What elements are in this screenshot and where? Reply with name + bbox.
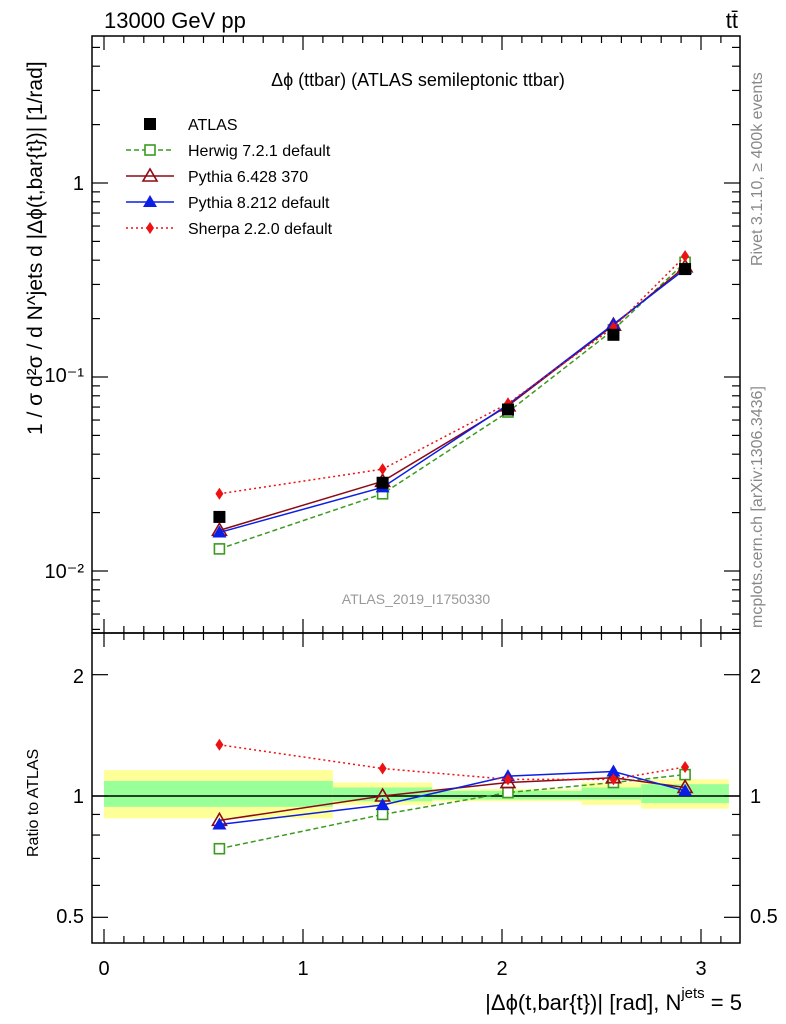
ratio-tick-label-1-right: 1 [750, 786, 761, 808]
y-axis-title: 1 / σ d²σ / d N^jets d |Δϕ(t,bar{t})| [1… [24, 61, 47, 435]
x-axis-title-main: |Δϕ(t,bar{t})| [rad], N [485, 990, 681, 1015]
legend-label-herwig-7-2-1-default: Herwig 7.2.1 default [188, 143, 331, 160]
data-point-sherpa-2-2-0-default [681, 250, 690, 263]
x-tick-label-1: 1 [297, 958, 308, 980]
mcplots-label: mcplots.cern.ch [arXiv:1306.3436] [749, 386, 766, 628]
data-point-atlas [376, 476, 389, 489]
ratio-band-inner-3 [581, 787, 642, 800]
ratio-point-herwig-7-2-1-default [502, 786, 514, 799]
data-point-sherpa-2-2-0-default [215, 487, 224, 500]
ratio-band-inner-0 [104, 780, 333, 807]
x-axis-title: |Δϕ(t,bar{t})| [rad], Njets = 5 [485, 985, 742, 1015]
y-tick-label-0.01: 10⁻² [45, 561, 85, 583]
main-axis-ticks [92, 36, 740, 633]
x-axis-title-suffix: = 5 [705, 990, 742, 1015]
ratio-point-sherpa-2-2-0-default [503, 773, 512, 786]
ratio-point-sherpa-2-2-0-default [378, 762, 387, 775]
data-point-sherpa-2-2-0-default [378, 463, 387, 476]
main-panel: 1 10⁻¹ 10⁻² Δϕ (ttbar) (ATLAS semilepton… [45, 35, 741, 634]
analysis-id: ATLAS_2019_I1750330 [342, 591, 491, 607]
ratio-point-sherpa-2-2-0-default [609, 773, 618, 786]
ratio-tick-label-2-right: 2 [750, 666, 761, 688]
legend: ATLAS Herwig 7.2.1 default Pythia 6.428 37… [126, 117, 333, 238]
legend-marker-pythia-6-428-370 [141, 167, 159, 182]
process-label: tt̄ [726, 8, 738, 33]
series-line-pythia-8-212-default [219, 268, 686, 534]
ratio-tick-label-0.5-left: 0.5 [56, 906, 84, 928]
data-point-pythia-8-212-default [212, 525, 227, 538]
series-line-pythia-6-428-370 [219, 266, 686, 532]
legend-marker-herwig-7-2-1-default [144, 144, 156, 156]
data-point-atlas [607, 328, 620, 341]
ratio-band-inner-1 [332, 787, 433, 802]
ratio-point-pythia-8-212-default [375, 797, 390, 810]
ratio-axis-ticks [92, 633, 740, 943]
ratio-point-pythia-8-212-default [212, 817, 227, 830]
ratio-series [211, 738, 694, 855]
x-tick-label-3: 3 [695, 958, 706, 980]
x-axis-title-superscript: jets [680, 985, 704, 1002]
ratio-tick-label-2-left: 2 [73, 666, 84, 688]
ratio-panel: 2 1 0.5 2 1 0.5 0 1 2 3 [56, 632, 778, 980]
series-line-sherpa-2-2-0-default [219, 255, 686, 495]
data-point-herwig-7-2-1-default [213, 543, 226, 555]
y-tick-label-0.1: 10⁻¹ [45, 365, 85, 387]
ratio-point-herwig-7-2-1-default [213, 842, 226, 855]
ratio-frame [91, 632, 741, 944]
legend-marker-atlas [144, 118, 156, 130]
x-tick-label-2: 2 [496, 958, 507, 980]
main-series [211, 250, 694, 555]
legend-label-pythia-6-428-370: Pythia 6.428 370 [188, 169, 308, 186]
data-point-atlas [213, 510, 226, 523]
legend-label-sherpa-2-2-0-default: Sherpa 2.2.0 default [188, 221, 333, 238]
ratio-point-sherpa-2-2-0-default [215, 738, 224, 751]
legend-label-pythia-8-212-default: Pythia 8.212 default [188, 195, 330, 212]
plot-title: Δϕ (ttbar) (ATLAS semileptonic ttbar) [271, 70, 565, 90]
ratio-tick-label-1-left: 1 [73, 786, 84, 808]
ratio-tick-label-0.5-right: 0.5 [750, 906, 778, 928]
series-line-herwig-7-2-1-default [219, 261, 686, 550]
rivet-label: Rivet 3.1.10, ≥ 400k events [749, 72, 766, 266]
ratio-y-axis-title: Ratio to ATLAS [25, 749, 42, 857]
y-tick-label-1: 1 [73, 173, 84, 195]
data-point-atlas [501, 403, 514, 416]
ratio-point-pythia-8-212-default [678, 783, 693, 796]
ratio-point-sherpa-2-2-0-default [681, 761, 690, 774]
energy-label: 13000 GeV pp [104, 8, 246, 33]
ratio-bands [104, 770, 729, 819]
ratio-point-herwig-7-2-1-default [376, 808, 389, 821]
legend-label-atlas: ATLAS [188, 117, 238, 134]
legend-marker-sherpa-2-2-0-default [146, 222, 154, 234]
legend-marker-pythia-8-212-default [143, 195, 157, 207]
data-point-atlas [679, 263, 692, 276]
ratio-point-pythia-8-212-default [606, 764, 621, 777]
x-tick-label-0: 0 [98, 958, 109, 980]
ratio-point-pythia-6-428-370 [499, 773, 517, 789]
